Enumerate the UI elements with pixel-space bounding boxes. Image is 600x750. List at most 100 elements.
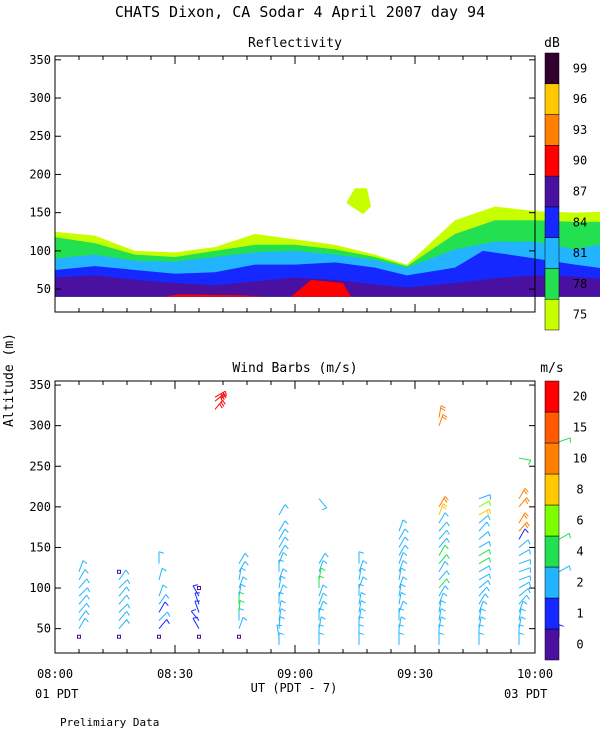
- reflectivity-colorbar-swatch: [545, 207, 559, 238]
- wind-barb: [439, 571, 447, 580]
- wind-barb-flag: [525, 513, 528, 517]
- reflectivity-colorbar-swatch: [545, 176, 559, 207]
- reflectivity-ytick-label: 300: [29, 91, 51, 105]
- wind-barb-flag: [559, 625, 564, 627]
- wind-barb-flag: [401, 617, 405, 619]
- wind-colorbar-swatch: [545, 474, 559, 505]
- wind-barb: [479, 501, 489, 507]
- wind-barb-flag: [405, 537, 408, 541]
- wind-barb: [79, 595, 87, 604]
- wind-barb-flag: [442, 417, 446, 420]
- wind-barb-flag: [281, 601, 285, 603]
- wind-barb-flag: [220, 404, 223, 408]
- wind-barb-flag: [479, 633, 484, 635]
- reflectivity-ytick-label: 200: [29, 167, 51, 181]
- wind-barb-flag: [441, 408, 445, 410]
- reflectivity-colorbar-swatch: [545, 145, 559, 176]
- wind-barb-flag: [241, 568, 245, 570]
- wind-barb-flag: [163, 585, 167, 588]
- wind-barb: [79, 579, 87, 588]
- wind-barb-flag: [525, 524, 528, 528]
- wind-colorbar-label: 8: [576, 483, 583, 497]
- wind-barb-calm: [118, 570, 121, 573]
- figure-title: CHATS Dixon, CA Sodar 4 April 2007 day 9…: [115, 3, 485, 21]
- reflectivity-title: Reflectivity: [248, 36, 342, 51]
- reflectivity-ytick-label: 250: [29, 129, 51, 143]
- reflectivity-patch: [347, 188, 371, 214]
- wind-colorbar-swatch: [545, 629, 559, 660]
- wind-barb-flag: [359, 552, 364, 554]
- wind-barb-flag: [439, 633, 444, 635]
- wind-colorbar: 012468101520: [545, 381, 587, 660]
- wind-barb-flag: [447, 571, 450, 575]
- wind-barb: [559, 566, 569, 572]
- wind-barb: [479, 558, 489, 564]
- reflectivity-colorbar-label: 78: [573, 277, 587, 291]
- x-tick-label: 10:00: [517, 667, 553, 681]
- wind-barb-flag: [445, 561, 448, 565]
- reflectivity-colorbar-label: 93: [573, 123, 587, 137]
- wind-colorbar-swatch: [545, 598, 559, 629]
- wind-colorbar-swatch: [545, 505, 559, 536]
- wind-barb: [79, 570, 85, 580]
- wind-barb-flag: [87, 588, 89, 592]
- x-tick-label: 09:30: [397, 667, 433, 681]
- wind-barb: [79, 561, 83, 572]
- wind-colorbar-swatch: [545, 536, 559, 567]
- wind-barb-flag: [323, 601, 327, 604]
- x-axis-label: UT (PDT - 7): [251, 681, 338, 695]
- reflectivity-colorbar-swatch: [545, 238, 559, 269]
- wind-barb-flag: [523, 601, 527, 604]
- wind-barb-flag: [166, 594, 169, 598]
- wind-barb: [519, 513, 525, 523]
- wind-barb-flag: [489, 509, 490, 514]
- wind-barb-flag: [489, 574, 490, 579]
- x-tick-label: 08:30: [157, 667, 193, 681]
- wind-barb: [519, 550, 529, 556]
- x-tick-label: 09:00: [277, 667, 313, 681]
- wind-barb: [79, 588, 87, 596]
- wind-barb-flag: [191, 609, 196, 611]
- wind-barb-flag: [489, 550, 490, 555]
- wind-barb-flag: [325, 553, 328, 557]
- wind-colorbar-label: 20: [573, 390, 587, 404]
- wind-barb-flag: [441, 617, 445, 619]
- wind-barb-flag: [280, 617, 285, 619]
- reflectivity-ytick-label: 350: [29, 53, 51, 67]
- wind-ytick-label: 250: [29, 459, 51, 473]
- wind-barb: [479, 495, 490, 499]
- wind-colorbar-label: 0: [576, 638, 583, 652]
- wind-barb-flag: [241, 584, 245, 586]
- wind-barb: [119, 604, 127, 612]
- wind-barb-calm: [118, 635, 121, 638]
- wind-barb-flag: [283, 552, 287, 555]
- date-right-label: 03 PDT: [504, 687, 547, 701]
- wind-barb-flag: [447, 579, 450, 583]
- wind-barb-flag: [524, 515, 527, 519]
- wind-barb: [159, 619, 167, 628]
- wind-barb: [559, 438, 570, 442]
- wind-barb-calm: [238, 635, 241, 638]
- wind-barb-flag: [127, 595, 130, 599]
- wind-barb-calm: [198, 587, 201, 590]
- y-axis-label: Altitude (m): [2, 333, 17, 427]
- wind-barb: [479, 515, 488, 523]
- wind-barb-flag: [481, 609, 485, 611]
- reflectivity-colorbar-label: 90: [573, 154, 587, 168]
- wind-barb-flag: [281, 576, 285, 578]
- wind-barb: [519, 488, 525, 498]
- reflectivity-colorbar-swatch: [545, 268, 559, 299]
- wind-barb-flag: [485, 594, 488, 598]
- wind-barb: [519, 588, 528, 596]
- footer-note: Prelimiary Data: [60, 716, 159, 729]
- wind-barb: [519, 458, 531, 460]
- reflectivity-colorbar-unit: dB: [544, 36, 560, 51]
- wind-barb: [119, 580, 127, 588]
- wind-barb-flag: [529, 582, 530, 587]
- wind-barb-flag: [441, 609, 445, 611]
- wind-colorbar-swatch: [545, 412, 559, 443]
- wind-barb-flag: [403, 577, 407, 580]
- wind-barb-flag: [405, 545, 408, 549]
